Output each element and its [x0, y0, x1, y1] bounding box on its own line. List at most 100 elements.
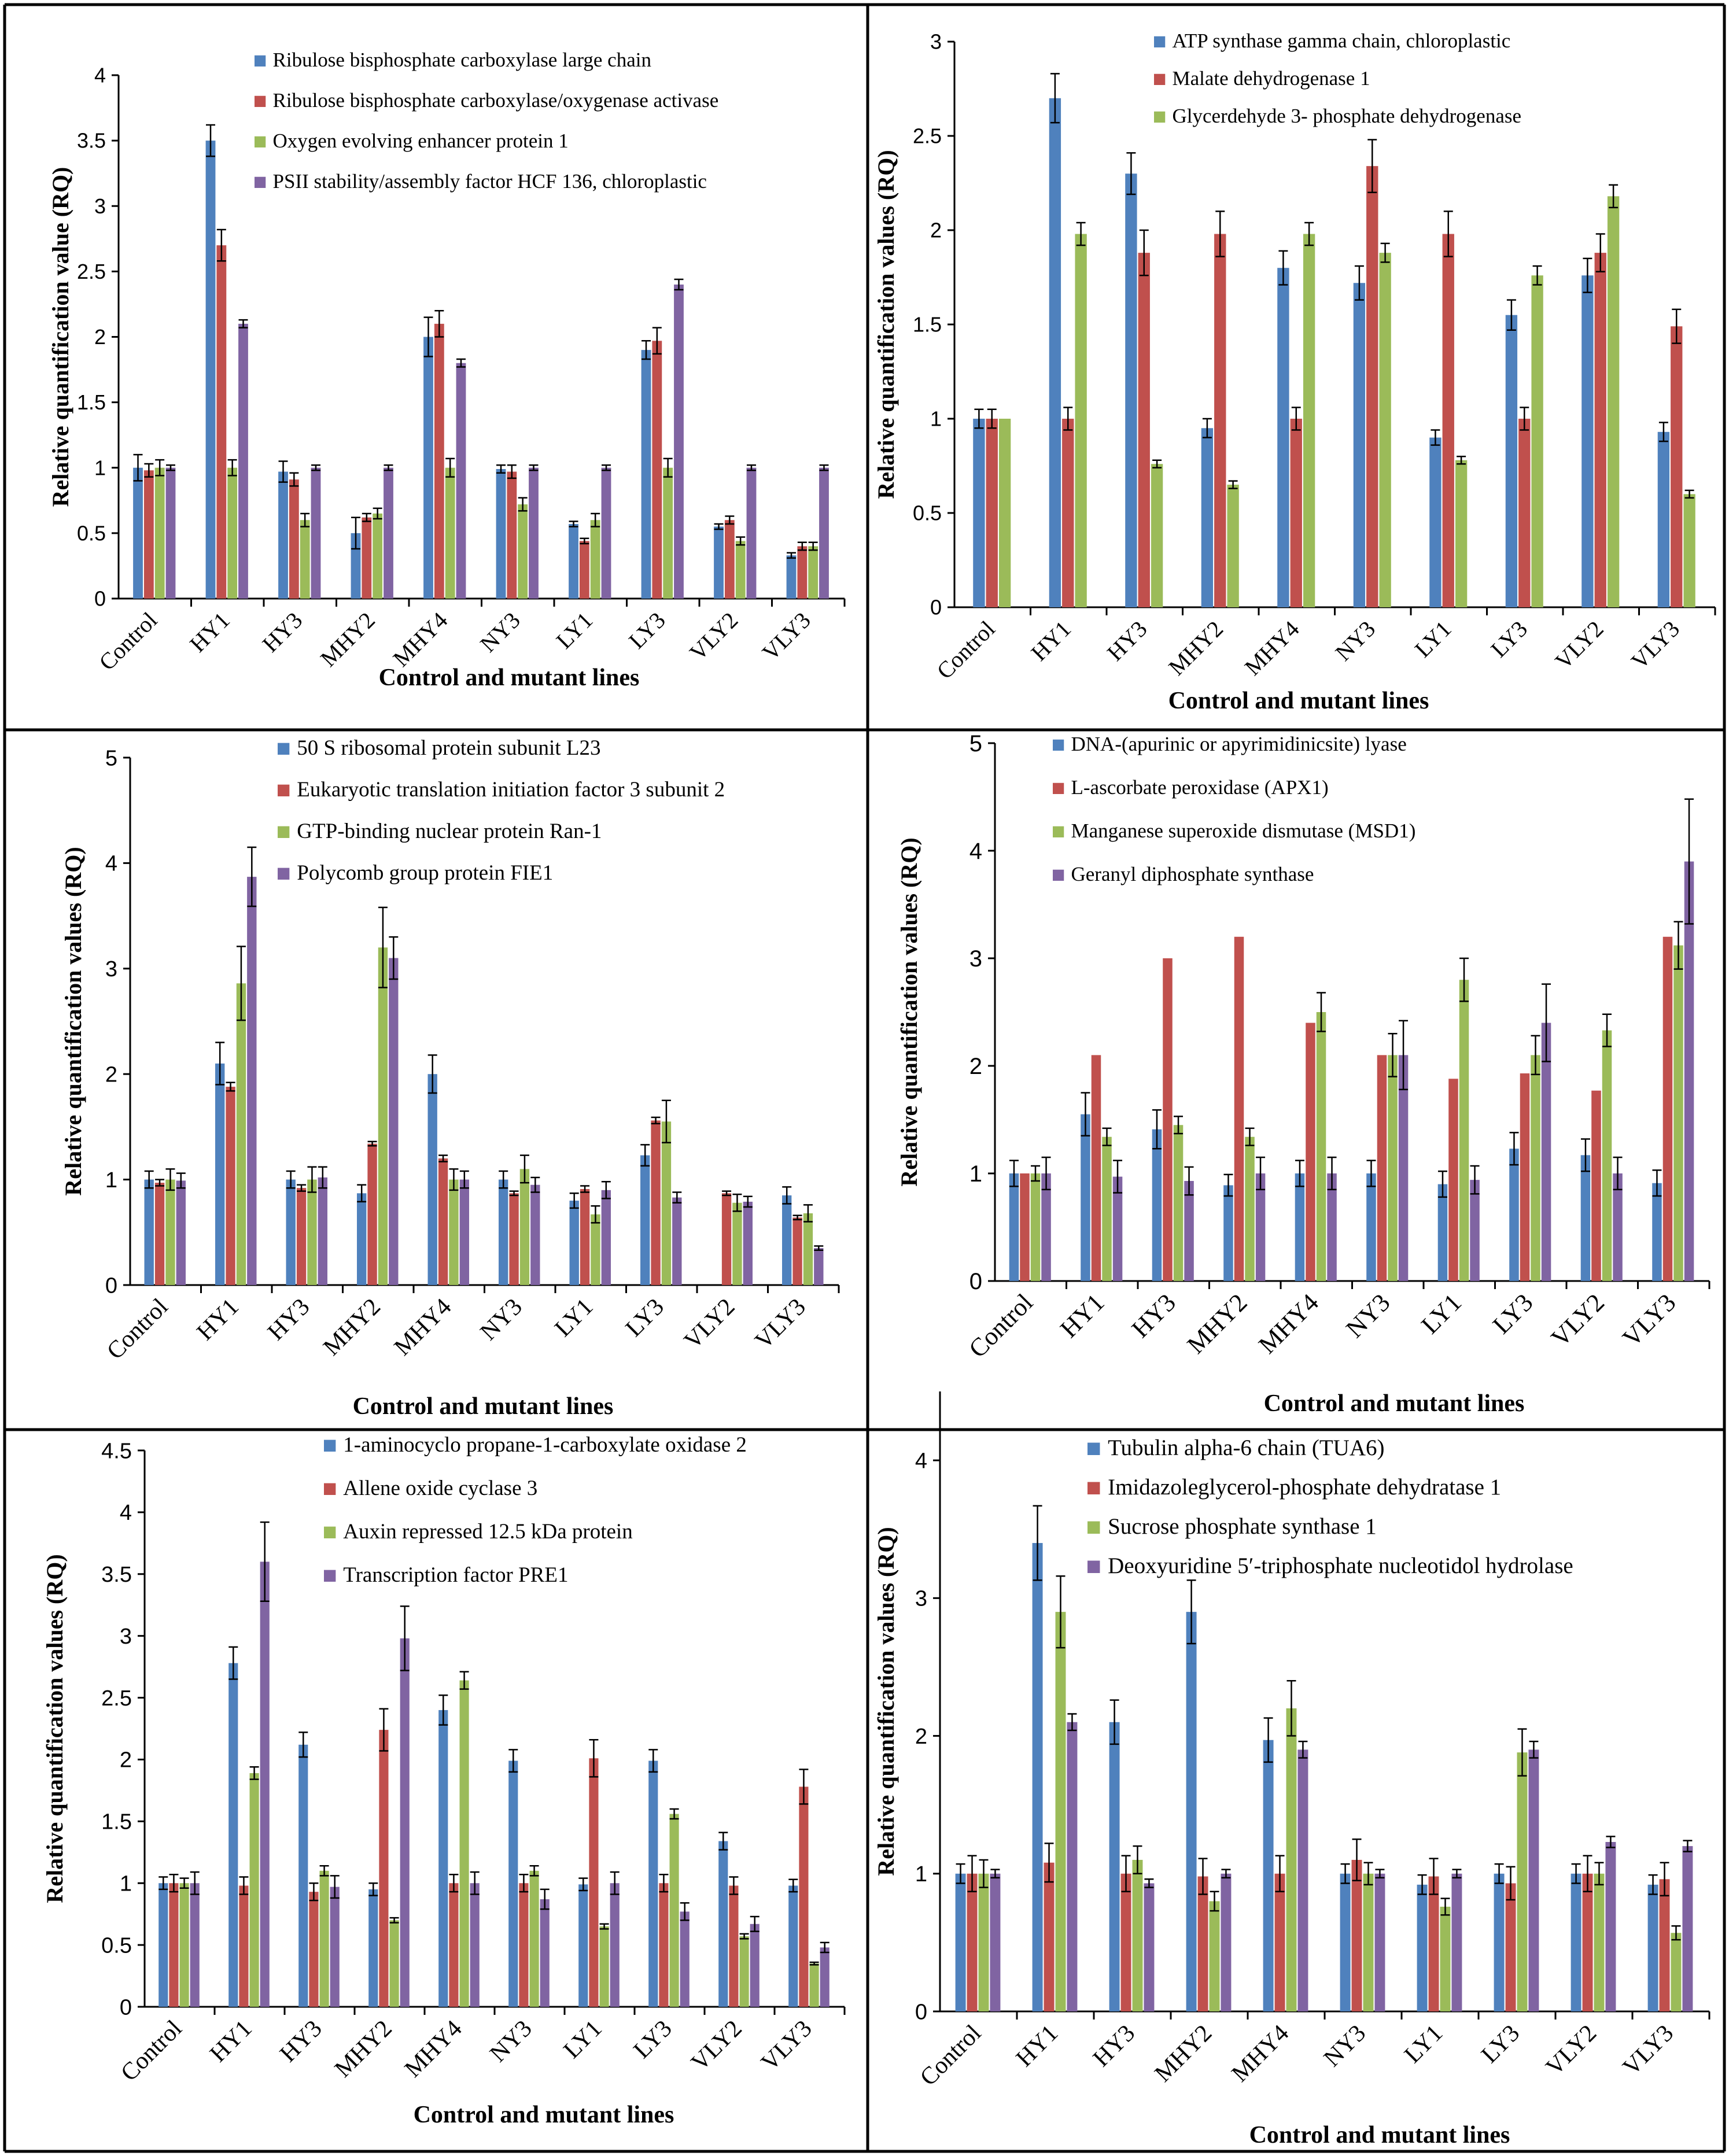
bar-HY1-s3 — [249, 1773, 259, 2007]
bar-VLY3-s4 — [1684, 861, 1694, 1281]
bar-NY3-s1 — [499, 1179, 508, 1285]
y-tick-label: 2 — [94, 325, 106, 349]
bar-NY3-s2 — [509, 1193, 519, 1285]
y-tick-label: 1 — [120, 1872, 132, 1896]
bar-HY3-s4 — [330, 1886, 340, 2007]
legend-label: Polycomb group protein FIE1 — [297, 861, 553, 885]
bar-MHY4-s4 — [1327, 1173, 1337, 1281]
bar-NY3-s3 — [519, 1169, 530, 1285]
legend-label: Transcription factor PRE1 — [343, 1563, 568, 1587]
legend-label: Oxygen evolving enhancer protein 1 — [273, 130, 569, 152]
legend-label: ATP synthase gamma chain, chloroplastic — [1173, 29, 1511, 52]
bar-NY3-s2 — [519, 1883, 529, 2007]
bar-Control-s1 — [144, 1179, 154, 1285]
bar-HY3-s2 — [289, 479, 299, 599]
bar-VLY2-s2 — [729, 1885, 739, 2007]
bar-VLY3-s2 — [792, 1217, 802, 1285]
bar-MHY4-s1 — [1295, 1173, 1305, 1281]
bar-LY1-s1 — [1437, 1184, 1448, 1281]
bar-LY3-s2 — [1520, 1073, 1530, 1281]
bar-Control-s3 — [998, 419, 1011, 607]
x-axis-title: Control and mutant lines — [1168, 688, 1429, 714]
bar-MHY2-s2 — [362, 517, 372, 599]
bar-MHY2-s4 — [1221, 1873, 1232, 2011]
y-tick-label: 0.5 — [101, 1933, 132, 1958]
bar-MHY4-s3 — [1316, 1012, 1326, 1281]
bar-LY1-s2 — [1428, 1876, 1439, 2011]
bar-HY3-s4 — [1184, 1181, 1194, 1281]
bar-MHY2-s3 — [389, 1920, 399, 2007]
bar-VLY2-s4 — [743, 1201, 753, 1285]
y-tick-label: 1.5 — [77, 390, 106, 414]
y-tick-label: 2 — [105, 1063, 117, 1087]
bar-LY3-s3 — [663, 467, 673, 599]
bar-LY1-s3 — [1455, 460, 1468, 607]
bar-LY3-s1 — [1509, 1149, 1519, 1281]
bar-HY1-s4 — [1112, 1176, 1123, 1281]
x-axis-title: Control and mutant lines — [1264, 1390, 1525, 1417]
bar-VLY3-s2 — [799, 1786, 809, 2007]
bar-LY1-s1 — [1417, 1884, 1428, 2011]
legend-swatch — [1087, 1560, 1100, 1573]
bar-HY3-s3 — [307, 1179, 317, 1285]
bar-VLY2-s2 — [1591, 1090, 1601, 1281]
bar-HY1-s2 — [239, 1885, 249, 2007]
bar-MHY2-s2 — [1214, 234, 1226, 607]
bar-VLY2-s1 — [1571, 1873, 1581, 2011]
x-axis-title: Control and mutant lines — [1249, 2122, 1510, 2148]
bar-LY3-s1 — [648, 1760, 658, 2007]
legend-label: Ribulose bisphosphate carboxylase large … — [273, 49, 651, 71]
bar-MHY4-s2 — [449, 1883, 459, 2007]
bar-HY1-s4 — [1067, 1722, 1078, 2011]
y-tick-label: 2.5 — [913, 124, 942, 148]
bar-LY1-s2 — [589, 1758, 599, 2007]
y-tick-label: 2.5 — [77, 260, 106, 283]
bar-MHY4-s1 — [427, 1074, 437, 1285]
y-tick-label: 3 — [930, 30, 942, 54]
bar-HY3-s1 — [1109, 1722, 1120, 2011]
legend-swatch — [278, 743, 290, 755]
bar-HY3-s3 — [1173, 1125, 1184, 1281]
bar-LY1-s3 — [1459, 980, 1469, 1281]
bar-HY3-s3 — [1151, 464, 1163, 607]
bar-VLY3-s2 — [1671, 326, 1683, 607]
bar-NY3-s4 — [1398, 1055, 1409, 1281]
bar-Control-s2 — [1020, 1173, 1030, 1281]
bar-VLY3-s3 — [809, 1963, 819, 2007]
bar-HY1-s1 — [1081, 1114, 1090, 1281]
legend-label: GTP-binding nuclear protein Ran-1 — [297, 819, 602, 843]
bar-VLY3-s3 — [1673, 945, 1683, 1281]
bar-HY1-s2 — [1044, 1862, 1055, 2011]
bar-MHY2-s1 — [1223, 1185, 1233, 1281]
bar-LY3-s2 — [1518, 419, 1531, 607]
legend-swatch — [324, 1439, 336, 1452]
y-tick-label: 3.5 — [77, 129, 106, 153]
bar-MHY2-s2 — [1234, 936, 1244, 1281]
y-axis-title: Relative quantification values (RQ) — [60, 847, 86, 1195]
bar-MHY2-s2 — [1197, 1876, 1208, 2011]
bar-MHY4-s3 — [1286, 1708, 1297, 2011]
y-tick-label: 2 — [120, 1748, 132, 1773]
y-tick-label: 1 — [930, 407, 942, 431]
y-tick-label: 0 — [105, 1273, 117, 1298]
bar-HY3-s1 — [1125, 173, 1137, 607]
legend-swatch — [324, 1526, 336, 1538]
bar-VLY3-s4 — [819, 467, 829, 599]
bar-Control-s3 — [165, 1179, 175, 1285]
y-axis-title: Relative quantification values (RQ) — [42, 1554, 68, 1903]
bar-HY1-s3 — [227, 467, 238, 599]
legend-swatch — [1154, 111, 1166, 123]
legend-label: Manganese superoxide dismutase (MSD1) — [1071, 819, 1416, 842]
bar-NY3-s4 — [1374, 1873, 1385, 2011]
bar-NY3-s4 — [530, 1184, 540, 1285]
bar-Control-s4 — [176, 1180, 186, 1285]
legend-swatch — [278, 867, 290, 880]
bar-LY1-s1 — [569, 524, 578, 599]
bar-MHY2-s3 — [1227, 485, 1239, 607]
y-tick-label: 3 — [105, 957, 117, 981]
bar-VLY3-s1 — [1657, 431, 1670, 607]
legend-swatch — [324, 1483, 336, 1495]
legend-swatch — [1053, 826, 1064, 837]
bar-MHY4-s3 — [449, 1179, 459, 1285]
bar-LY1-s4 — [1451, 1873, 1462, 2011]
